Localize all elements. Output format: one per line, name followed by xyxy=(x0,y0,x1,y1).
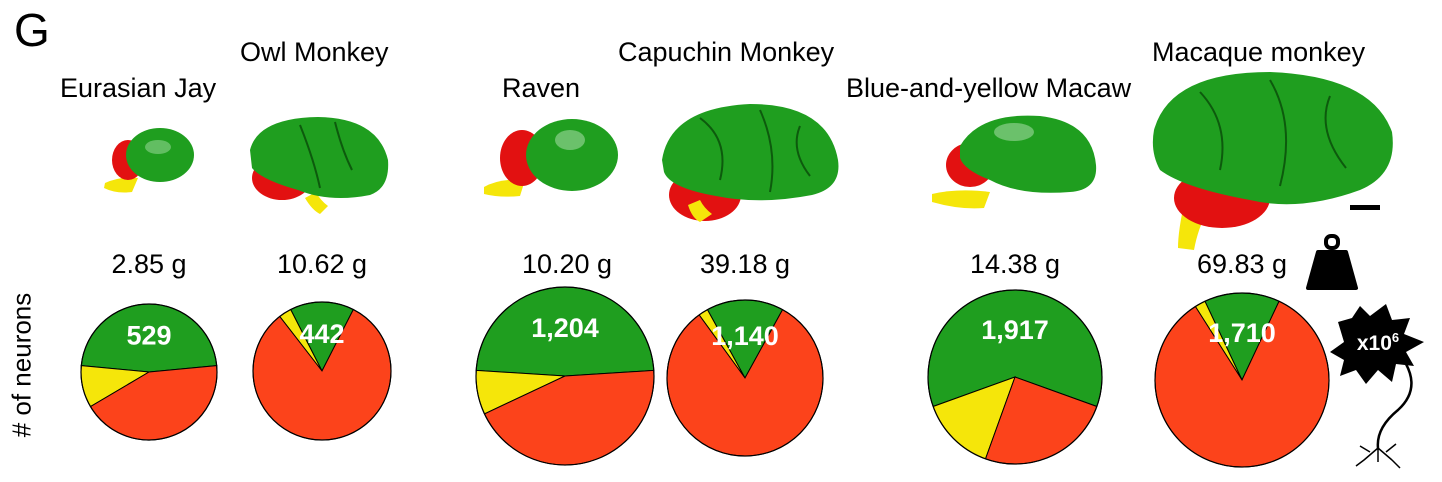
neuron-count-label-5: 1,710 xyxy=(1208,318,1276,348)
pie-outline-0 xyxy=(80,303,218,441)
weight-icon xyxy=(1306,234,1358,290)
species-label-capuchin-monkey: Capuchin Monkey xyxy=(618,37,835,67)
species-label-macaw: Blue-and-yellow Macaw xyxy=(846,73,1132,103)
brain-mass-macaque: 69.83 g xyxy=(1196,249,1288,279)
pie-outline-1 xyxy=(252,301,392,441)
neuron-count-label-0: 529 xyxy=(126,321,171,351)
neuron-icon: x106 xyxy=(1330,304,1424,469)
panel-letter: G xyxy=(14,4,50,56)
neuron-multiplier: x106 xyxy=(1357,330,1399,355)
brain-icon-owl-monkey xyxy=(250,117,389,214)
brain-mass-macaw: 14.38 g xyxy=(969,249,1061,279)
pie-outline-4 xyxy=(927,289,1103,465)
pie-outline-5 xyxy=(1154,292,1330,468)
brain-mass-eurasian-jay: 2.85 g xyxy=(111,249,187,279)
pie-outline-3 xyxy=(666,299,824,457)
species-label-owl-monkey: Owl Monkey xyxy=(240,37,389,67)
pie-outline-2 xyxy=(475,286,655,466)
brain-mass-owl-monkey: 10.62 g xyxy=(276,249,368,279)
neuron-count-label-1: 442 xyxy=(299,319,344,349)
neuron-count-label-3: 1,140 xyxy=(711,321,779,351)
neuron-count-label-4: 1,917 xyxy=(981,315,1049,345)
neuron-count-label-2: 1,204 xyxy=(531,313,599,343)
species-label-raven: Raven xyxy=(502,73,581,103)
brain-mass-capuchin: 39.18 g xyxy=(699,249,791,279)
species-label-macaque: Macaque monkey xyxy=(1152,37,1366,67)
brain-icon-macaw xyxy=(932,115,1097,209)
brain-icon-eurasian-jay xyxy=(104,128,194,193)
brain-icon-macaque xyxy=(1152,72,1393,250)
species-label-eurasian-jay: Eurasian Jay xyxy=(60,73,217,103)
scale-bar xyxy=(1350,205,1380,210)
brain-icon-raven xyxy=(484,119,618,197)
brain-icon-capuchin xyxy=(662,104,839,222)
brain-mass-raven: 10.20 g xyxy=(521,249,613,279)
